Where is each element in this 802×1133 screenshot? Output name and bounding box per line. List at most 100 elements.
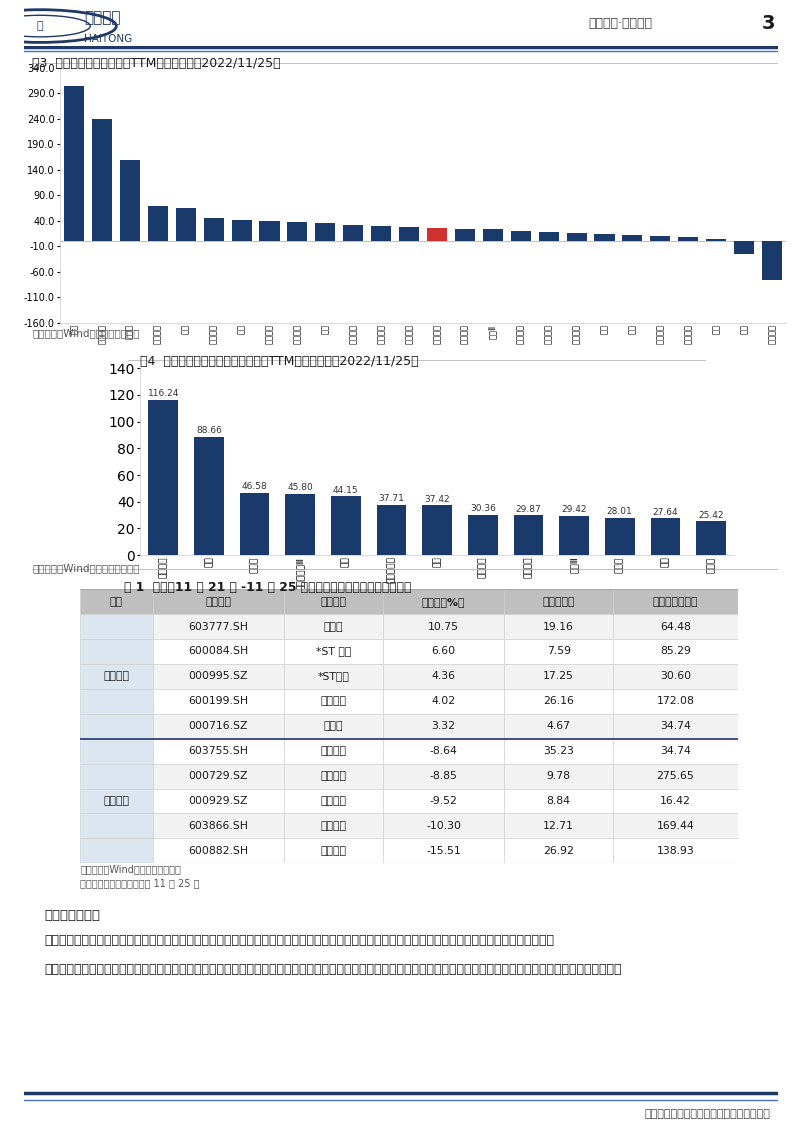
Text: 26.16: 26.16 bbox=[543, 697, 574, 706]
Text: 37.71: 37.71 bbox=[379, 494, 404, 503]
Text: 29.42: 29.42 bbox=[561, 505, 587, 514]
Text: 股票名称: 股票名称 bbox=[320, 597, 346, 606]
Bar bbox=[594, 235, 614, 241]
Bar bbox=[650, 236, 670, 241]
Bar bbox=[377, 505, 407, 555]
Bar bbox=[80, 714, 152, 739]
Bar bbox=[152, 589, 284, 614]
Bar bbox=[613, 689, 738, 714]
Text: 3: 3 bbox=[762, 15, 776, 33]
Text: 金种子酒: 金种子酒 bbox=[320, 697, 346, 706]
Text: 12.71: 12.71 bbox=[543, 821, 574, 830]
Text: 9.78: 9.78 bbox=[547, 772, 571, 781]
Bar bbox=[383, 689, 504, 714]
Bar bbox=[622, 236, 642, 241]
Text: -8.85: -8.85 bbox=[430, 772, 457, 781]
Text: 10.75: 10.75 bbox=[428, 622, 459, 631]
Bar bbox=[80, 664, 152, 689]
Bar bbox=[605, 518, 634, 555]
Bar bbox=[427, 228, 447, 241]
Bar bbox=[286, 494, 315, 555]
Text: 资料来源：Wind，海通证券研究所: 资料来源：Wind，海通证券研究所 bbox=[32, 563, 140, 573]
Bar bbox=[383, 664, 504, 689]
Text: 涨跌幅（%）: 涨跌幅（%） bbox=[422, 597, 465, 606]
Text: 请务必阅读正文之后的信息披露和法律声明: 请务必阅读正文之后的信息披露和法律声明 bbox=[645, 1109, 771, 1118]
Text: 注：股价与总市值截止日为 11 月 25 日: 注：股价与总市值截止日为 11 月 25 日 bbox=[80, 878, 200, 888]
Text: 排名: 排名 bbox=[110, 597, 123, 606]
Bar bbox=[152, 813, 284, 838]
Text: 603777.SH: 603777.SH bbox=[188, 622, 249, 631]
Bar bbox=[504, 639, 613, 664]
Text: 4.36: 4.36 bbox=[431, 672, 456, 681]
Bar bbox=[284, 838, 383, 863]
Text: 116.24: 116.24 bbox=[148, 390, 179, 399]
Bar bbox=[148, 400, 178, 555]
Bar bbox=[80, 838, 152, 863]
Bar bbox=[483, 229, 503, 241]
Text: 兰州黄河: 兰州黄河 bbox=[320, 796, 346, 806]
Bar bbox=[383, 614, 504, 639]
Text: -15.51: -15.51 bbox=[426, 846, 461, 855]
Text: 3.32: 3.32 bbox=[431, 722, 456, 731]
Text: 44.15: 44.15 bbox=[333, 486, 358, 495]
Bar bbox=[152, 739, 284, 764]
Bar bbox=[204, 219, 224, 241]
Text: 000929.SZ: 000929.SZ bbox=[188, 796, 248, 806]
Bar bbox=[80, 739, 152, 764]
Text: 46.58: 46.58 bbox=[241, 483, 267, 492]
Bar bbox=[504, 689, 613, 714]
Text: 30.36: 30.36 bbox=[470, 504, 496, 513]
Bar bbox=[284, 614, 383, 639]
Bar bbox=[383, 838, 504, 863]
Bar bbox=[504, 764, 613, 789]
Text: -9.52: -9.52 bbox=[430, 796, 457, 806]
Text: 172.08: 172.08 bbox=[656, 697, 695, 706]
Bar bbox=[504, 739, 613, 764]
Bar bbox=[504, 664, 613, 689]
Text: 64.48: 64.48 bbox=[660, 622, 691, 631]
Text: 34.74: 34.74 bbox=[660, 747, 691, 756]
Bar bbox=[734, 241, 754, 254]
Bar bbox=[152, 789, 284, 813]
Bar bbox=[315, 223, 335, 241]
Text: -8.64: -8.64 bbox=[430, 747, 457, 756]
Bar bbox=[148, 206, 168, 241]
Bar bbox=[504, 614, 613, 639]
Text: 黑芝麻: 黑芝麻 bbox=[324, 722, 343, 731]
Text: 600084.SH: 600084.SH bbox=[188, 647, 249, 656]
Text: 妙可蓝多: 妙可蓝多 bbox=[320, 846, 346, 855]
Text: *ST 中葡: *ST 中葡 bbox=[316, 647, 351, 656]
Text: 600199.SH: 600199.SH bbox=[188, 697, 249, 706]
Text: 6.60: 6.60 bbox=[431, 647, 456, 656]
Bar bbox=[613, 589, 738, 614]
Text: 138.93: 138.93 bbox=[657, 846, 695, 855]
Bar bbox=[284, 589, 383, 614]
Text: 涨幅前五: 涨幅前五 bbox=[103, 672, 129, 681]
Text: 资料来源：Wind，海通证券研究所: 资料来源：Wind，海通证券研究所 bbox=[80, 864, 181, 875]
Bar bbox=[80, 589, 152, 614]
Bar bbox=[284, 813, 383, 838]
Bar bbox=[559, 516, 589, 555]
Text: 17.25: 17.25 bbox=[543, 672, 574, 681]
Bar bbox=[678, 237, 699, 241]
Bar bbox=[152, 838, 284, 863]
Text: 000995.SZ: 000995.SZ bbox=[188, 672, 248, 681]
Text: 26.92: 26.92 bbox=[543, 846, 574, 855]
Bar bbox=[152, 614, 284, 639]
Bar bbox=[80, 813, 152, 838]
Bar bbox=[706, 239, 727, 241]
Bar bbox=[383, 589, 504, 614]
Bar bbox=[383, 639, 504, 664]
Text: 275.65: 275.65 bbox=[657, 772, 695, 781]
Bar bbox=[80, 689, 152, 714]
Bar bbox=[371, 227, 391, 241]
Bar bbox=[504, 714, 613, 739]
Bar bbox=[80, 789, 152, 813]
Text: 25.42: 25.42 bbox=[699, 511, 723, 520]
Text: 8.84: 8.84 bbox=[547, 796, 571, 806]
Bar bbox=[284, 689, 383, 714]
Text: 45.80: 45.80 bbox=[287, 484, 313, 493]
Text: 169.44: 169.44 bbox=[657, 821, 695, 830]
Text: 16.42: 16.42 bbox=[660, 796, 691, 806]
Text: -10.30: -10.30 bbox=[426, 821, 461, 830]
